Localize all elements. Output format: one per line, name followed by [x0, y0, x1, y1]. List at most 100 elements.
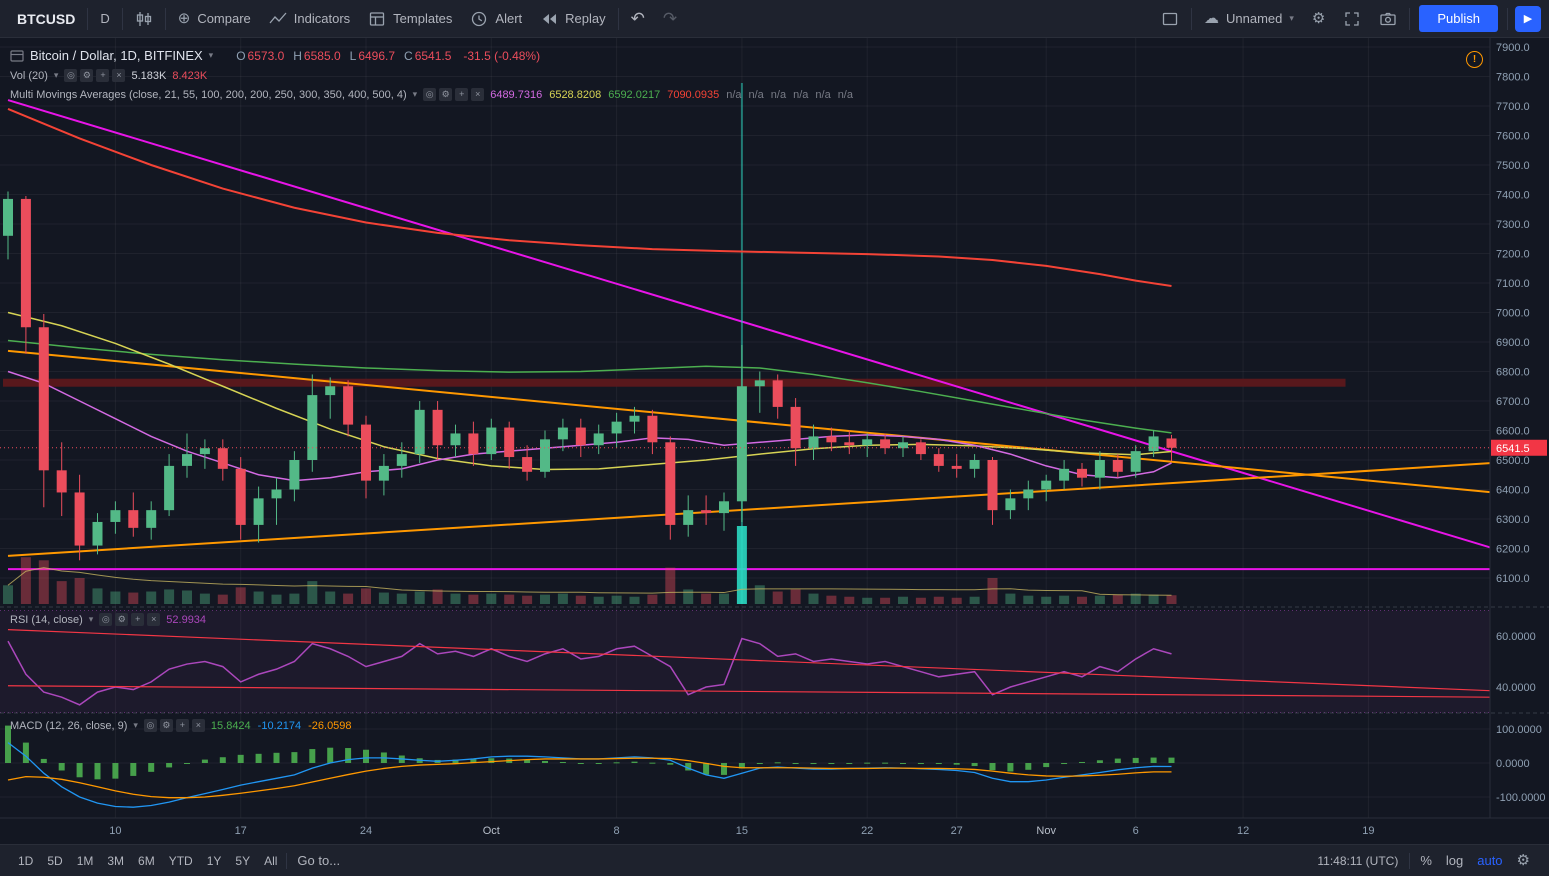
time-axis[interactable]: 10 17 24 Oct 8 15 22 27 Nov 6 12 19 [109, 825, 1374, 837]
eye-icon[interactable]: ◎ [423, 88, 437, 101]
goto-button[interactable]: Go to... [297, 853, 341, 868]
snapshot-button[interactable] [1370, 0, 1406, 38]
divider [1191, 7, 1192, 30]
gear-icon[interactable]: ⚙ [159, 719, 173, 732]
gear-icon: ⚙ [1516, 852, 1530, 869]
ohlc-value: 6585.0 [303, 48, 341, 63]
eye-icon[interactable]: ◎ [64, 69, 78, 82]
plus-icon[interactable]: + [455, 88, 469, 101]
redo-button[interactable]: ↷ [654, 0, 686, 38]
svg-text:12: 12 [1237, 825, 1249, 837]
svg-text:6: 6 [1133, 825, 1139, 837]
range-3m[interactable]: 3M [107, 853, 125, 868]
top-toolbar: BTCUSD D ⊕ Compare Indicators Templates [0, 0, 1549, 38]
divider [617, 7, 619, 30]
volume-ma-value: 5.183K [131, 69, 167, 82]
replay-button[interactable]: Replay [531, 0, 614, 38]
range-5y[interactable]: 5Y [235, 853, 251, 868]
plus-icon[interactable]: + [96, 69, 110, 82]
alert-button[interactable]: Alert [461, 0, 531, 38]
svg-text:6600.0: 6600.0 [1496, 426, 1530, 438]
range-1m[interactable]: 1M [76, 853, 94, 868]
caret-down-icon: ▾ [1289, 13, 1294, 23]
templates-button[interactable]: Templates [359, 0, 461, 38]
macd-pane [5, 725, 1175, 808]
plus-icon[interactable]: + [131, 613, 145, 626]
macd-values: 15.8424 -10.2174 -26.0598 [211, 720, 359, 732]
gear-icon[interactable]: ⚙ [115, 613, 129, 626]
chart-panel-icon[interactable] [10, 49, 24, 63]
volume-indicator-label[interactable]: Vol (20) [10, 69, 48, 82]
fullscreen-button[interactable] [1334, 0, 1370, 38]
ma-line-MA200 [7, 108, 1172, 287]
range-1d[interactable]: 1D [18, 853, 34, 868]
indicator-controls: ◎ ⚙ + × [64, 69, 126, 82]
publish-button[interactable]: Publish [1419, 5, 1498, 32]
layout-select-button[interactable] [1152, 0, 1188, 38]
svg-text:0.0000: 0.0000 [1496, 758, 1530, 770]
volume-value: 8.423K [172, 69, 208, 82]
range-5d[interactable]: 5D [47, 853, 63, 868]
svg-text:7900.0: 7900.0 [1496, 42, 1530, 54]
caret-down-icon[interactable]: ▾ [53, 70, 59, 80]
rsi-indicator-label[interactable]: RSI (14, close) [10, 613, 83, 626]
gear-icon[interactable]: ⚙ [439, 88, 453, 101]
range-1y[interactable]: 1Y [206, 853, 222, 868]
caret-down-icon[interactable]: ▾ [412, 89, 418, 99]
range-all[interactable]: All [264, 853, 278, 868]
svg-text:7400.0: 7400.0 [1496, 190, 1530, 202]
compare-button[interactable]: ⊕ Compare [169, 0, 260, 38]
auto-scale-button[interactable]: auto [1477, 853, 1503, 868]
ohlc-label: L [349, 48, 357, 63]
gear-icon[interactable]: ⚙ [80, 69, 94, 82]
axis-settings-button[interactable]: ⚙ [1510, 845, 1537, 876]
mma-value: n/a [748, 88, 764, 101]
svg-text:27: 27 [951, 825, 963, 837]
caret-down-icon[interactable]: ▾ [88, 614, 94, 624]
close-icon[interactable]: × [471, 88, 485, 101]
svg-text:6900.0: 6900.0 [1496, 337, 1530, 349]
caret-down-icon[interactable]: ▾ [208, 50, 214, 60]
undo-button[interactable]: ↶ [622, 0, 654, 38]
divider [121, 7, 123, 30]
caret-down-icon[interactable]: ▾ [133, 720, 138, 730]
play-icon: ▶ [1523, 13, 1533, 25]
clock[interactable]: 11:48:11 (UTC) [1317, 853, 1399, 868]
range-buttons: 1D 5D 1M 3M 6M YTD 1Y 5Y All [12, 854, 283, 868]
trading-panel-button[interactable]: ▶ [1515, 5, 1541, 32]
ma-line-MA55 [7, 311, 1172, 471]
chart-canvas[interactable]: 6100.06200.06300.06400.06500.06600.06700… [0, 38, 1549, 844]
eye-icon[interactable]: ◎ [143, 719, 157, 732]
plus-icon[interactable]: + [175, 719, 189, 732]
range-ytd[interactable]: YTD [168, 853, 193, 868]
indicators-icon [269, 12, 287, 23]
interval-button[interactable]: D [100, 11, 110, 26]
price-pane [0, 83, 1490, 604]
chart-style-button[interactable] [126, 0, 162, 38]
resistance-zone [3, 378, 1346, 387]
indicators-button[interactable]: Indicators [260, 0, 359, 38]
close-icon[interactable]: × [191, 719, 205, 732]
layout-name-button[interactable]: ☁ Unnamed ▾ [1195, 0, 1303, 38]
warning-icon[interactable]: ! [1466, 51, 1483, 68]
svg-text:6100.0: 6100.0 [1496, 573, 1530, 585]
chart-title[interactable]: Bitcoin / Dollar, 1D, BITFINEX [30, 48, 203, 63]
templates-icon [370, 11, 385, 26]
undo-icon: ↶ [630, 8, 645, 28]
symbol-button[interactable]: BTCUSD [17, 10, 76, 27]
percent-scale-button[interactable]: % [1420, 853, 1432, 868]
macd-indicator-label[interactable]: MACD (12, 26, close, 9) [10, 719, 128, 732]
mma-value: n/a [726, 88, 742, 101]
eye-icon[interactable]: ◎ [99, 613, 113, 626]
close-icon[interactable]: × [112, 69, 126, 82]
mma-value: 7090.0935 [667, 88, 720, 101]
range-6m[interactable]: 6M [138, 853, 155, 868]
log-scale-button[interactable]: log [1445, 853, 1464, 868]
price-axis[interactable]: 6100.0 6200.0 6300.0 6400.0 6500.0 6600.0 6700… [1491, 42, 1547, 804]
camera-icon [1380, 12, 1397, 25]
mma-indicator-label[interactable]: Multi Movings Averages (close, 21, 55, 1… [10, 88, 407, 101]
settings-button[interactable]: ⚙ [1303, 0, 1334, 38]
close-icon[interactable]: × [147, 613, 161, 626]
compare-icon: ⊕ [177, 10, 191, 27]
indicators-label: Indicators [293, 11, 351, 26]
